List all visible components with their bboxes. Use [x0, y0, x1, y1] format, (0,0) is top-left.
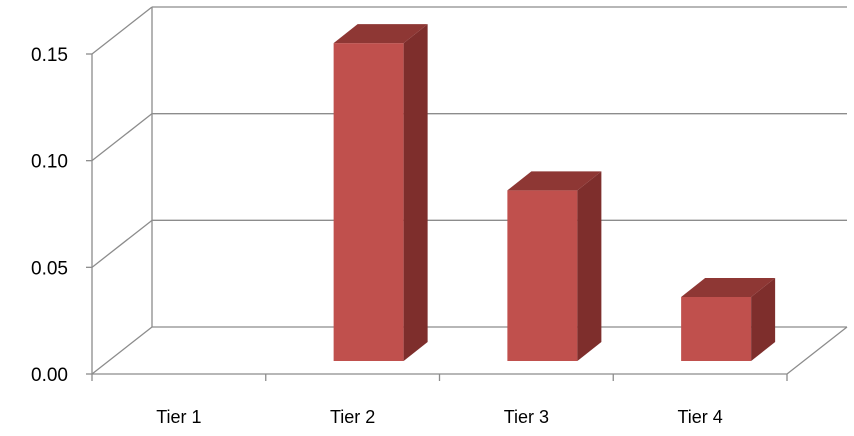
- bar: [681, 278, 776, 361]
- x-axis-ticks: Tier 1 Tier 2 Tier 3 Tier 4: [91, 374, 788, 427]
- x-tick-label: Tier 1: [156, 407, 201, 427]
- x-tick-label: Tier 3: [504, 407, 549, 427]
- gridline-side: [91, 219, 153, 268]
- x-tick-label: Tier 2: [330, 407, 375, 427]
- y-tick-label: 0.05: [31, 258, 68, 279]
- bar-front: [681, 297, 752, 361]
- gridlines: [91, 6, 847, 375]
- bar-side: [403, 24, 428, 362]
- y-axis-ticks: 0.00 0.05 0.10 0.15: [31, 45, 92, 386]
- gridline-side: [91, 326, 153, 375]
- y-tick-label: 0.10: [31, 152, 68, 173]
- bar-top: [681, 278, 776, 297]
- bar-top: [333, 24, 428, 44]
- bar: [333, 24, 428, 362]
- gridline-side: [91, 113, 153, 162]
- bar-front: [333, 43, 404, 362]
- bar-side: [751, 278, 776, 361]
- bar-side: [577, 171, 602, 361]
- y-tick-label: 0.00: [31, 365, 68, 386]
- y-tick-label: 0.15: [31, 45, 68, 66]
- gridline-side: [91, 6, 153, 55]
- bar-top: [507, 171, 602, 191]
- bars: [333, 24, 776, 362]
- bar-front: [507, 190, 578, 361]
- x-tick-label: Tier 4: [677, 407, 722, 427]
- bar: [507, 171, 602, 361]
